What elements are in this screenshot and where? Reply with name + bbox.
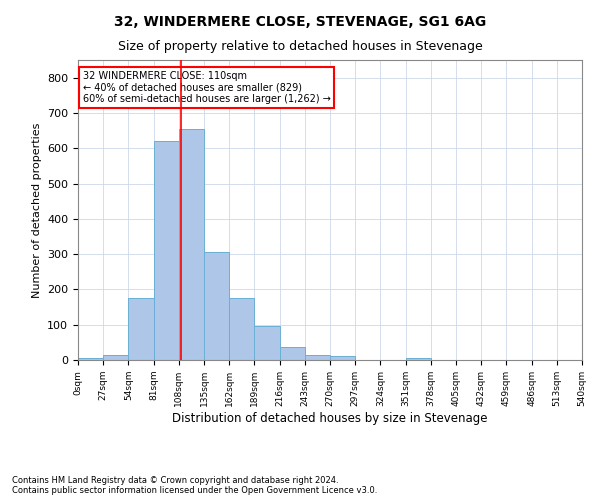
Bar (254, 326, 280, 360)
Bar (103, 355, 128, 360)
Bar (204, 252, 229, 360)
Bar (154, 141, 179, 360)
Bar (406, 358, 431, 360)
Bar (78, 358, 103, 360)
Bar (305, 355, 330, 360)
Text: 32 WINDERMERE CLOSE: 110sqm
← 40% of detached houses are smaller (829)
60% of se: 32 WINDERMERE CLOSE: 110sqm ← 40% of det… (83, 70, 331, 104)
Bar (229, 298, 254, 360)
Y-axis label: Number of detached properties: Number of detached properties (32, 122, 41, 298)
Bar (179, 129, 204, 360)
Bar (128, 298, 154, 360)
Text: Size of property relative to detached houses in Stevenage: Size of property relative to detached ho… (118, 40, 482, 53)
Bar (330, 356, 355, 360)
Text: Contains HM Land Registry data © Crown copyright and database right 2024.
Contai: Contains HM Land Registry data © Crown c… (12, 476, 377, 495)
Text: 32, WINDERMERE CLOSE, STEVENAGE, SG1 6AG: 32, WINDERMERE CLOSE, STEVENAGE, SG1 6AG (114, 15, 486, 29)
Bar (280, 346, 305, 360)
X-axis label: Distribution of detached houses by size in Stevenage: Distribution of detached houses by size … (172, 412, 488, 424)
